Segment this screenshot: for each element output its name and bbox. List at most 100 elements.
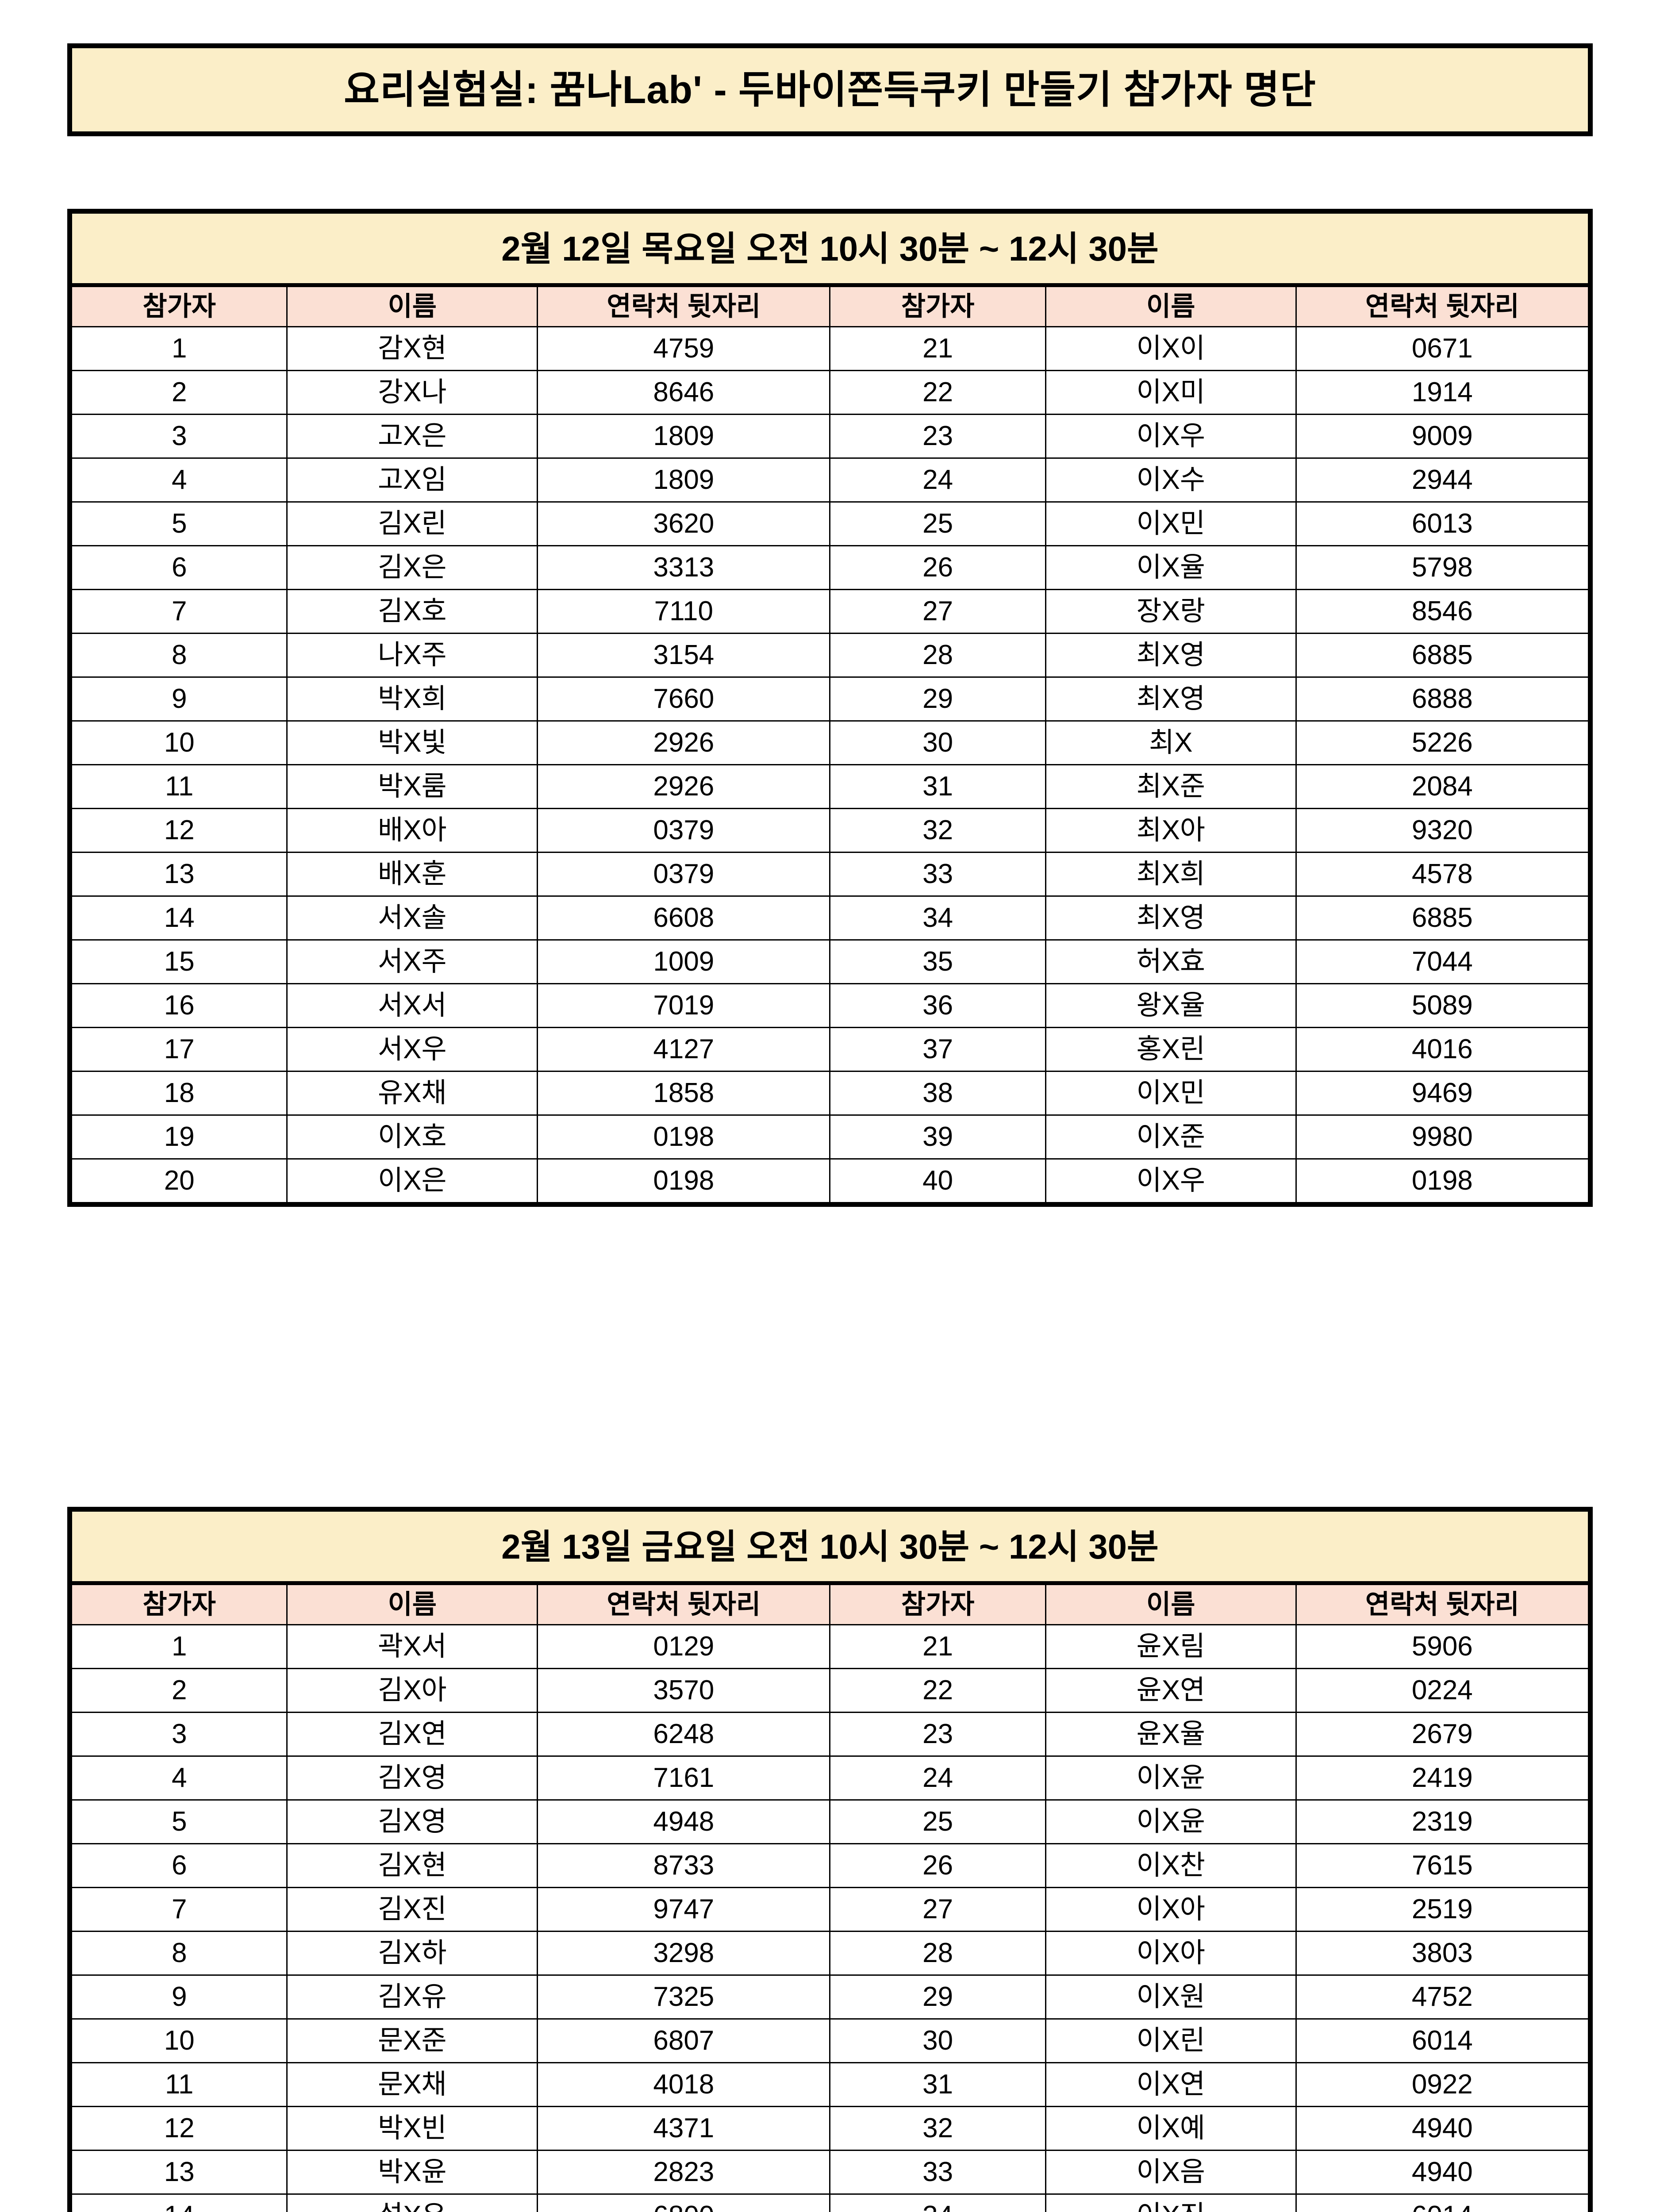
cell-name-right: 허X효 [1045,939,1297,984]
table-body-1: 1 감X현 4759 21 이X이 0671 2 강X나 8646 22 이X미 1914 3 고X은 18… [72,326,1588,1202]
table-row: 10 문X준 6807 30 이X린 6014 [72,2018,1588,2063]
cell-phone-right: 9980 [1295,1114,1588,1160]
document-title-banner: 요리실험실: 꿈나Lab' - 두바이쫀득쿠키 만들기 참가자 명단 [67,43,1593,136]
cell-participant-right: 22 [829,370,1046,415]
table-row: 14 서X솔 6608 34 최X영 6885 [72,895,1588,941]
cell-participant-left: 11 [72,764,288,809]
cell-name-right: 이X미 [1045,370,1297,415]
cell-name-left: 감X현 [286,326,538,371]
cell-phone-left: 4018 [537,2062,831,2107]
cell-name-left: 김X영 [286,1755,538,1801]
cell-phone-left: 6807 [537,2018,831,2063]
col-header-phone-left: 연락처 뒷자리 [537,287,831,327]
cell-participant-right: 23 [829,414,1046,459]
cell-name-right: 최X아 [1045,808,1297,853]
cell-name-left: 김X호 [286,589,538,634]
cell-phone-left: 4371 [537,2106,831,2151]
table-row: 19 이X호 0198 39 이X준 9980 [72,1114,1588,1160]
cell-name-right: 이X민 [1045,1071,1297,1116]
cell-name-left: 김X현 [286,1843,538,1888]
cell-phone-left: 0379 [537,808,831,853]
table-row: 7 김X진 9747 27 이X아 2519 [72,1887,1588,1932]
cell-phone-right: 8546 [1295,589,1588,634]
cell-participant-left: 10 [72,2018,288,2063]
cell-phone-right: 5798 [1295,545,1588,590]
cell-participant-left: 13 [72,852,288,897]
col-header-phone-right: 연락처 뒷자리 [1295,1585,1588,1625]
table-row: 2 강X나 8646 22 이X미 1914 [72,370,1588,415]
cell-phone-right: 4940 [1295,2106,1588,2151]
cell-participant-right: 38 [829,1071,1046,1116]
cell-name-left: 배X아 [286,808,538,853]
session-date-label-1: 2월 12일 목요일 오전 10시 30분 ~ 12시 30분 [501,229,1159,268]
table-row: 1 곽X서 0129 21 윤X림 5906 [72,1624,1588,1669]
cell-phone-right: 6888 [1295,676,1588,722]
cell-participant-right: 39 [829,1114,1046,1160]
table-row: 12 박X빈 4371 32 이X예 4940 [72,2106,1588,2151]
cell-phone-left: 7110 [537,589,831,634]
col-header-name-right: 이름 [1045,287,1297,327]
cell-name-right: 최X영 [1045,895,1297,941]
cell-name-right: 이X우 [1045,414,1297,459]
cell-name-right: 윤X연 [1045,1668,1297,1713]
cell-phone-left: 3620 [537,501,831,546]
cell-participant-left: 13 [72,2150,288,2195]
cell-phone-right: 2679 [1295,1712,1588,1757]
cell-phone-left: 8646 [537,370,831,415]
cell-name-left: 박X룸 [286,764,538,809]
cell-name-left: 배X훈 [286,852,538,897]
cell-participant-left: 12 [72,2106,288,2151]
cell-participant-left: 15 [72,939,288,984]
cell-name-left: 유X채 [286,1071,538,1116]
cell-phone-right: 4940 [1295,2150,1588,2195]
session-date-label-2: 2월 13일 금요일 오전 10시 30분 ~ 12시 30분 [501,1527,1159,1566]
cell-phone-left: 3298 [537,1931,831,1976]
table-row: 3 고X은 1809 23 이X우 9009 [72,414,1588,459]
cell-name-left: 고X임 [286,457,538,503]
cell-participant-left: 10 [72,720,288,765]
participant-table-1: 참가자 이름 연락처 뒷자리 참가자 이름 연락처 뒷자리 1 감X현 4759 21… [72,287,1588,1202]
cell-phone-right: 0198 [1295,1158,1588,1202]
cell-name-right: 이X린 [1045,2018,1297,2063]
cell-participant-right: 24 [829,1755,1046,1801]
cell-name-right: 이X윤 [1045,1799,1297,1844]
cell-phone-right: 0922 [1295,2062,1588,2107]
table-row: 18 유X채 1858 38 이X민 9469 [72,1071,1588,1116]
table-row: 12 배X아 0379 32 최X아 9320 [72,808,1588,853]
cell-participant-left: 12 [72,808,288,853]
cell-participant-right: 30 [829,720,1046,765]
table-row: 6 김X은 3313 26 이X율 5798 [72,545,1588,590]
cell-name-right: 이X예 [1045,2106,1297,2151]
cell-participant-right: 21 [829,326,1046,371]
cell-phone-left: 0129 [537,1624,831,1669]
cell-participant-left: 4 [72,1755,288,1801]
cell-participant-right: 34 [829,2193,1046,2212]
cell-participant-left: 6 [72,545,288,590]
cell-participant-right: 21 [829,1624,1046,1669]
cell-phone-left: 6608 [537,895,831,941]
table-row: 2 김X아 3570 22 윤X연 0224 [72,1668,1588,1713]
cell-name-right: 이X음 [1045,2150,1297,2195]
cell-phone-right: 4752 [1295,1974,1588,2020]
cell-phone-right: 9469 [1295,1071,1588,1116]
table-row: 20 이X은 0198 40 이X우 0198 [72,1158,1588,1202]
cell-participant-left: 9 [72,1974,288,2020]
cell-phone-left: 0198 [537,1158,831,1202]
cell-phone-right: 5906 [1295,1624,1588,1669]
cell-name-right: 이X이 [1045,326,1297,371]
table-row: 15 서X주 1009 35 허X효 7044 [72,939,1588,984]
cell-name-left: 곽X서 [286,1624,538,1669]
table-row: 11 문X채 4018 31 이X연 0922 [72,2062,1588,2107]
cell-phone-right: 6013 [1295,501,1588,546]
cell-phone-right: 4016 [1295,1027,1588,1072]
cell-phone-left: 7660 [537,676,831,722]
cell-participant-right: 36 [829,983,1046,1028]
cell-name-left: 서X우 [286,1027,538,1072]
col-header-name-left: 이름 [286,287,538,327]
table-row: 4 김X영 7161 24 이X윤 2419 [72,1755,1588,1801]
cell-phone-right: 0224 [1295,1668,1588,1713]
cell-phone-right: 2319 [1295,1799,1588,1844]
cell-participant-right: 30 [829,2018,1046,2063]
session-block-1: 2월 12일 목요일 오전 10시 30분 ~ 12시 30분 참가자 이름 연… [67,209,1593,1207]
